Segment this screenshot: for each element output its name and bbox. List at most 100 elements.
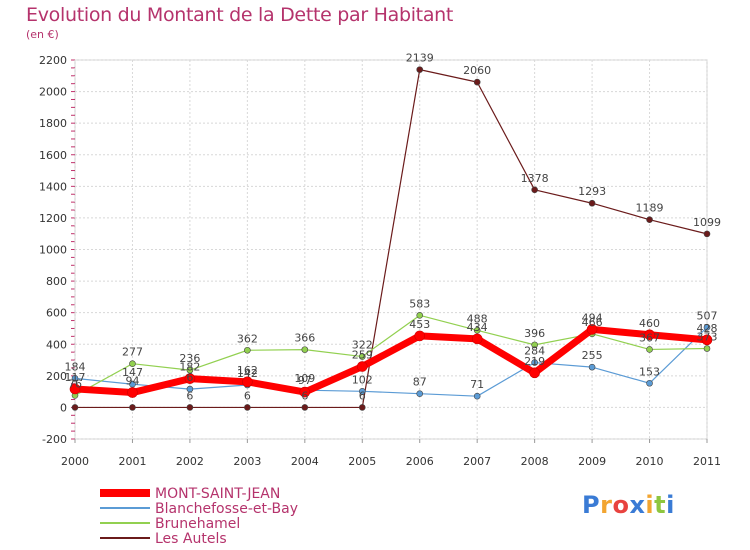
data-label-blanchefosse-et-bay: 284 — [524, 345, 545, 358]
data-label-mont-saint-jean: 182 — [179, 361, 200, 374]
data-label-mont-saint-jean: 219 — [524, 355, 545, 368]
data-point-blanchefosse-et-bay — [358, 388, 366, 395]
data-label-brunehamel: 466 — [582, 316, 603, 329]
data-label-les-autels: 6 — [359, 389, 366, 402]
data-label-les-autels: 1293 — [578, 185, 606, 198]
data-label-blanchefosse-et-bay: 102 — [352, 373, 373, 386]
data-point-brunehamel — [473, 327, 481, 334]
data-point-brunehamel — [703, 345, 711, 352]
data-label-mont-saint-jean: 460 — [639, 317, 660, 330]
y-tick-label: 200 — [46, 370, 67, 383]
data-point-brunehamel — [129, 360, 136, 367]
x-tick-label: 2011 — [693, 455, 721, 468]
data-label-mont-saint-jean: 94 — [125, 375, 139, 388]
data-point-mont-saint-jean — [701, 334, 713, 346]
logo-letter: o — [612, 491, 630, 519]
logo-letter: P — [582, 491, 601, 519]
y-tick-label: 400 — [46, 338, 67, 351]
series-line-les-autels — [74, 69, 708, 409]
y-tick-label: 1400 — [39, 180, 67, 193]
data-point-les-autels — [703, 230, 711, 238]
y-tick-label: 800 — [46, 275, 67, 288]
y-tick-label: 1200 — [39, 212, 67, 225]
data-point-brunehamel — [646, 346, 653, 353]
x-tick-label: 2009 — [578, 455, 606, 468]
y-tick-label: 600 — [46, 307, 67, 320]
data-point-blanchefosse-et-bay — [588, 363, 596, 371]
x-tick-label: 2006 — [406, 455, 434, 468]
data-label-les-autels: 2139 — [406, 52, 434, 65]
data-label-les-autels: 2060 — [463, 64, 491, 77]
series-line-blanchefosse-et-bay — [74, 326, 708, 397]
data-label-mont-saint-jean: 453 — [409, 318, 430, 331]
data-label-blanchefosse-et-bay: 255 — [582, 349, 603, 362]
data-point-mont-saint-jean — [529, 367, 540, 379]
data-label-les-autels: 1378 — [521, 172, 549, 185]
data-label-mont-saint-jean: 428 — [697, 322, 718, 335]
legend-label-les-autels: Les Autels — [155, 531, 227, 547]
data-label-les-autels: 6 — [186, 389, 193, 402]
logo-letter: x — [629, 491, 646, 519]
data-point-les-autels — [531, 186, 538, 194]
data-label-brunehamel: 76 — [68, 377, 82, 390]
data-label-brunehamel: 366 — [294, 332, 315, 345]
data-label-mont-saint-jean: 162 — [237, 364, 258, 377]
x-tick-label: 2004 — [291, 455, 319, 468]
data-label-mont-saint-jean: 259 — [352, 349, 373, 362]
x-tick-label: 2002 — [176, 455, 204, 468]
data-label-les-autels: 6 — [244, 389, 251, 402]
y-tick-label: 1800 — [39, 117, 67, 130]
data-label-brunehamel: 322 — [352, 339, 373, 352]
y-tick-label: -200 — [42, 433, 67, 446]
data-label-blanchefosse-et-bay: 87 — [413, 376, 427, 389]
proxiti-logo: Proxiti — [582, 491, 675, 519]
legend-label-mont-saint-jean: MONT-SAINT-JEAN — [155, 486, 280, 502]
series-line-mont-saint-jean — [71, 325, 711, 397]
chart-title: Evolution du Montant de la Dette par Hab… — [26, 4, 454, 26]
data-point-blanchefosse-et-bay — [71, 375, 79, 382]
data-point-blanchefosse-et-bay — [186, 385, 194, 393]
data-label-les-autels: 1099 — [693, 216, 721, 229]
data-point-les-autels — [129, 404, 136, 411]
data-point-blanchefosse-et-bay — [473, 392, 481, 400]
logo-letter: t — [654, 491, 667, 519]
chart-subtitle: (en €) — [26, 28, 59, 41]
x-tick-label: 2007 — [463, 455, 491, 468]
series-line-brunehamel — [74, 314, 708, 397]
logo-letter: i — [645, 491, 655, 519]
data-label-blanchefosse-et-bay: 153 — [639, 365, 660, 378]
data-point-blanchefosse-et-bay — [646, 379, 653, 387]
data-label-mont-saint-jean: 494 — [582, 311, 603, 324]
y-tick-label: 2200 — [39, 54, 67, 67]
data-point-mont-saint-jean — [184, 373, 196, 384]
data-label-brunehamel: 277 — [122, 346, 143, 359]
data-point-blanchefosse-et-bay — [129, 380, 136, 388]
data-label-mont-saint-jean: 434 — [467, 321, 488, 334]
y-tick-label: 2000 — [39, 86, 67, 99]
data-label-brunehamel: 396 — [524, 327, 545, 340]
data-point-blanchefosse-et-bay — [531, 359, 538, 366]
x-tick-label: 2003 — [233, 455, 261, 468]
data-point-brunehamel — [358, 353, 366, 360]
data-point-brunehamel — [186, 366, 194, 374]
data-point-mont-saint-jean — [69, 383, 81, 395]
data-label-brunehamel: 362 — [237, 332, 258, 345]
data-point-les-autels — [416, 66, 424, 73]
data-label-blanchefosse-et-bay: 507 — [697, 309, 718, 322]
data-point-les-autels — [186, 404, 194, 411]
legend-label-blanchefosse-et-bay: Blanchefosse-et-Bay — [155, 501, 298, 517]
data-point-les-autels — [301, 404, 309, 411]
x-tick-label: 2001 — [118, 455, 146, 468]
data-label-blanchefosse-et-bay: 147 — [122, 366, 143, 379]
data-label-brunehamel: 583 — [409, 297, 430, 310]
data-label-brunehamel: 367 — [639, 331, 660, 344]
data-point-blanchefosse-et-bay — [703, 324, 711, 331]
data-point-brunehamel — [301, 346, 309, 353]
data-label-blanchefosse-et-bay: 142 — [237, 367, 258, 380]
y-tick-label: 1000 — [39, 244, 67, 257]
data-label-blanchefosse-et-bay: 71 — [470, 378, 484, 391]
data-label-les-autels: 6 — [301, 389, 308, 402]
data-label-brunehamel: 236 — [179, 352, 200, 365]
data-point-mont-saint-jean — [299, 386, 311, 398]
